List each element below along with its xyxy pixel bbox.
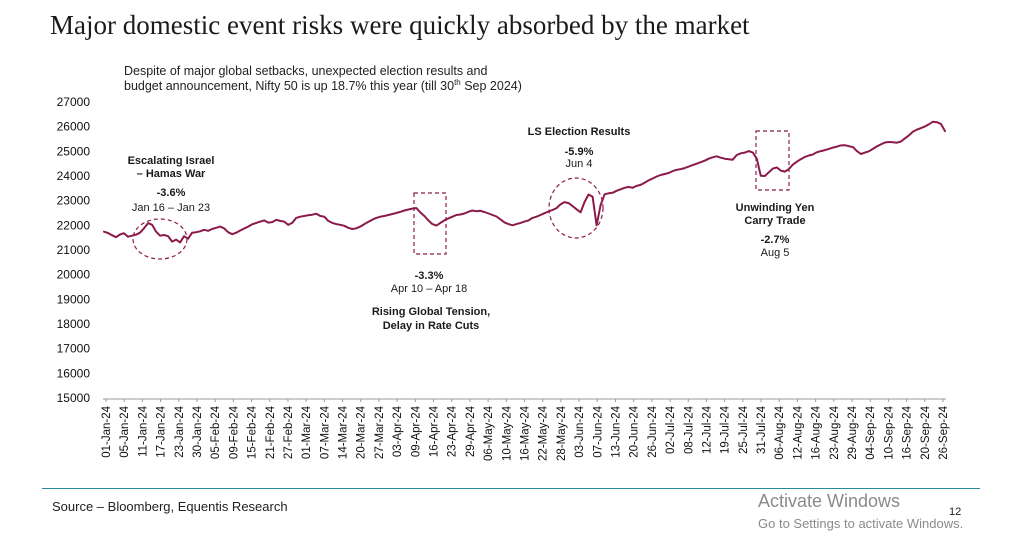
subtitle-line-1: Despite of major global setbacks, unexpe… — [124, 64, 488, 78]
y-tick-label: 25000 — [57, 144, 91, 158]
x-tick-label: 29-Aug-24 — [847, 405, 859, 459]
x-tick-label: 27-Mar-24 — [374, 405, 386, 459]
x-tick-label: 23-Apr-24 — [447, 405, 459, 457]
annotation-yen-label-1: Unwinding Yen — [736, 202, 815, 214]
annotation-marker-global-tension — [413, 192, 447, 255]
x-tick-label: 19-Jul-24 — [720, 405, 732, 454]
x-tick-label: 31-Jul-24 — [756, 405, 768, 454]
source-note: Source – Bloomberg, Equentis Research — [52, 499, 288, 514]
x-tick-label: 16-Sep-24 — [902, 405, 914, 459]
x-axis: 01-Jan-24 05-Jan-24 11-Jan-24 17-Jan-24 23-J… — [101, 398, 950, 461]
x-tick-label: 07-Jun-24 — [592, 405, 604, 457]
x-tick-label: 04-Sep-24 — [865, 405, 877, 459]
annotation-tension-dates: Apr 10 – Apr 18 — [391, 283, 467, 295]
activate-windows-title: Activate Windows — [758, 491, 901, 511]
x-tick-label: 02-Jul-24 — [665, 405, 677, 454]
annotation-israel-label-1: Escalating Israel — [128, 155, 215, 167]
y-tick-label: 19000 — [57, 292, 91, 306]
x-tick-label: 10-Sep-24 — [883, 405, 895, 459]
x-tick-label: 15-Feb-24 — [247, 405, 259, 459]
page-number: 12 — [949, 506, 962, 518]
annotation-election-label: LS Election Results — [528, 126, 631, 138]
x-tick-label: 12-Aug-24 — [792, 405, 804, 459]
x-tick-label: 28-May-24 — [556, 405, 568, 461]
nifty-line-chart: 15000 16000 17000 18000 19000 20000 21000 22000… — [57, 95, 950, 461]
activate-windows-subtitle: Go to Settings to activate Windows. — [758, 516, 964, 531]
y-tick-label: 23000 — [57, 194, 91, 208]
x-tick-label: 06-Aug-24 — [774, 405, 786, 459]
x-tick-label: 01-Mar-24 — [301, 405, 313, 459]
annotation-israel-pct: -3.6% — [157, 187, 186, 199]
x-tick-label: 09-Feb-24 — [228, 405, 240, 459]
series-line-nifty-50 — [103, 120, 946, 244]
x-tick-label: 20-Mar-24 — [356, 405, 368, 459]
x-tick-label: 23-Jan-24 — [174, 405, 186, 457]
y-tick-label: 26000 — [57, 120, 91, 134]
x-tick-label: 06-May-24 — [483, 405, 495, 461]
annotation-marker-israel-hamas — [132, 218, 188, 260]
y-tick-label: 20000 — [57, 268, 91, 282]
x-tick-label: 16-Apr-24 — [429, 405, 441, 457]
subtitle-line-2-text: budget announcement, Nifty 50 is up 18.7… — [124, 79, 455, 93]
annotation-marker-yen-carry — [755, 130, 790, 191]
x-tick-label: 30-Jan-24 — [192, 405, 204, 457]
annotation-election-dates: Jun 4 — [566, 158, 593, 170]
x-tick-label: 22-May-24 — [538, 405, 550, 461]
y-tick-label: 24000 — [57, 169, 91, 183]
y-tick-label: 17000 — [57, 342, 91, 356]
footer-divider — [42, 488, 980, 489]
x-tick-label: 14-Mar-24 — [338, 405, 350, 459]
annotation-israel-dates: Jan 16 – Jan 23 — [132, 202, 210, 214]
x-tick-label: 08-Jul-24 — [683, 405, 695, 454]
x-tick-label: 20-Sep-24 — [920, 405, 932, 459]
x-tick-label: 13-Jun-24 — [610, 405, 622, 457]
x-tick-label: 03-Apr-24 — [392, 405, 404, 457]
y-axis: 15000 16000 17000 18000 19000 20000 21000 22000… — [57, 95, 91, 405]
annotation-tension-pct: -3.3% — [415, 270, 444, 282]
x-tick-label: 21-Feb-24 — [265, 405, 277, 459]
x-tick-label: 07-Mar-24 — [319, 405, 331, 459]
x-tick-label: 05-Jan-24 — [119, 405, 131, 457]
y-tick-label: 27000 — [57, 95, 91, 109]
x-tick-label: 25-Jul-24 — [738, 405, 750, 454]
y-tick-label: 22000 — [57, 218, 91, 232]
subtitle-superscript: th — [454, 77, 461, 87]
annotation-election-pct: -5.9% — [565, 146, 594, 158]
chart-subtitle: Despite of major global setbacks, unexpe… — [124, 64, 564, 94]
page-title: Major domestic event risks were quickly … — [50, 10, 750, 40]
annotation-marker-election — [548, 177, 604, 239]
x-tick-label: 09-Apr-24 — [410, 405, 422, 457]
x-tick-label: 29-Apr-24 — [465, 405, 477, 457]
x-tick-label: 26-Jun-24 — [647, 405, 659, 457]
y-tick-label: 16000 — [57, 366, 91, 380]
x-tick-label: 12-Jul-24 — [701, 405, 713, 454]
annotation-israel-label-2: – Hamas War — [137, 168, 206, 180]
x-tick-label: 03-Jun-24 — [574, 405, 586, 457]
subtitle-line-2-end: Sep 2024) — [460, 79, 522, 93]
annotation-yen-pct: -2.7% — [761, 234, 790, 246]
y-tick-label: 15000 — [57, 391, 91, 405]
y-tick-label: 21000 — [57, 243, 91, 257]
annotation-yen-label-2: Carry Trade — [744, 215, 805, 227]
x-tick-label: 16-Aug-24 — [811, 405, 823, 459]
x-tick-label: 23-Aug-24 — [829, 405, 841, 459]
x-tick-label: 27-Feb-24 — [283, 405, 295, 459]
x-tick-label: 17-Jan-24 — [156, 405, 168, 457]
x-tick-label: 05-Feb-24 — [210, 405, 222, 459]
x-tick-label: 16-May-24 — [520, 405, 532, 461]
x-tick-label: 10-May-24 — [501, 405, 513, 461]
y-tick-label: 18000 — [57, 317, 91, 331]
x-tick-label: 26-Sep-24 — [938, 405, 950, 459]
x-tick-label: 01-Jan-24 — [101, 405, 113, 457]
annotation-tension-label-1: Rising Global Tension, — [372, 306, 490, 318]
annotation-yen-dates: Aug 5 — [761, 247, 790, 259]
x-tick-label: 20-Jun-24 — [629, 405, 641, 457]
annotation-tension-label-2: Delay in Rate Cuts — [383, 320, 480, 332]
x-tick-label: 11-Jan-24 — [137, 405, 149, 457]
